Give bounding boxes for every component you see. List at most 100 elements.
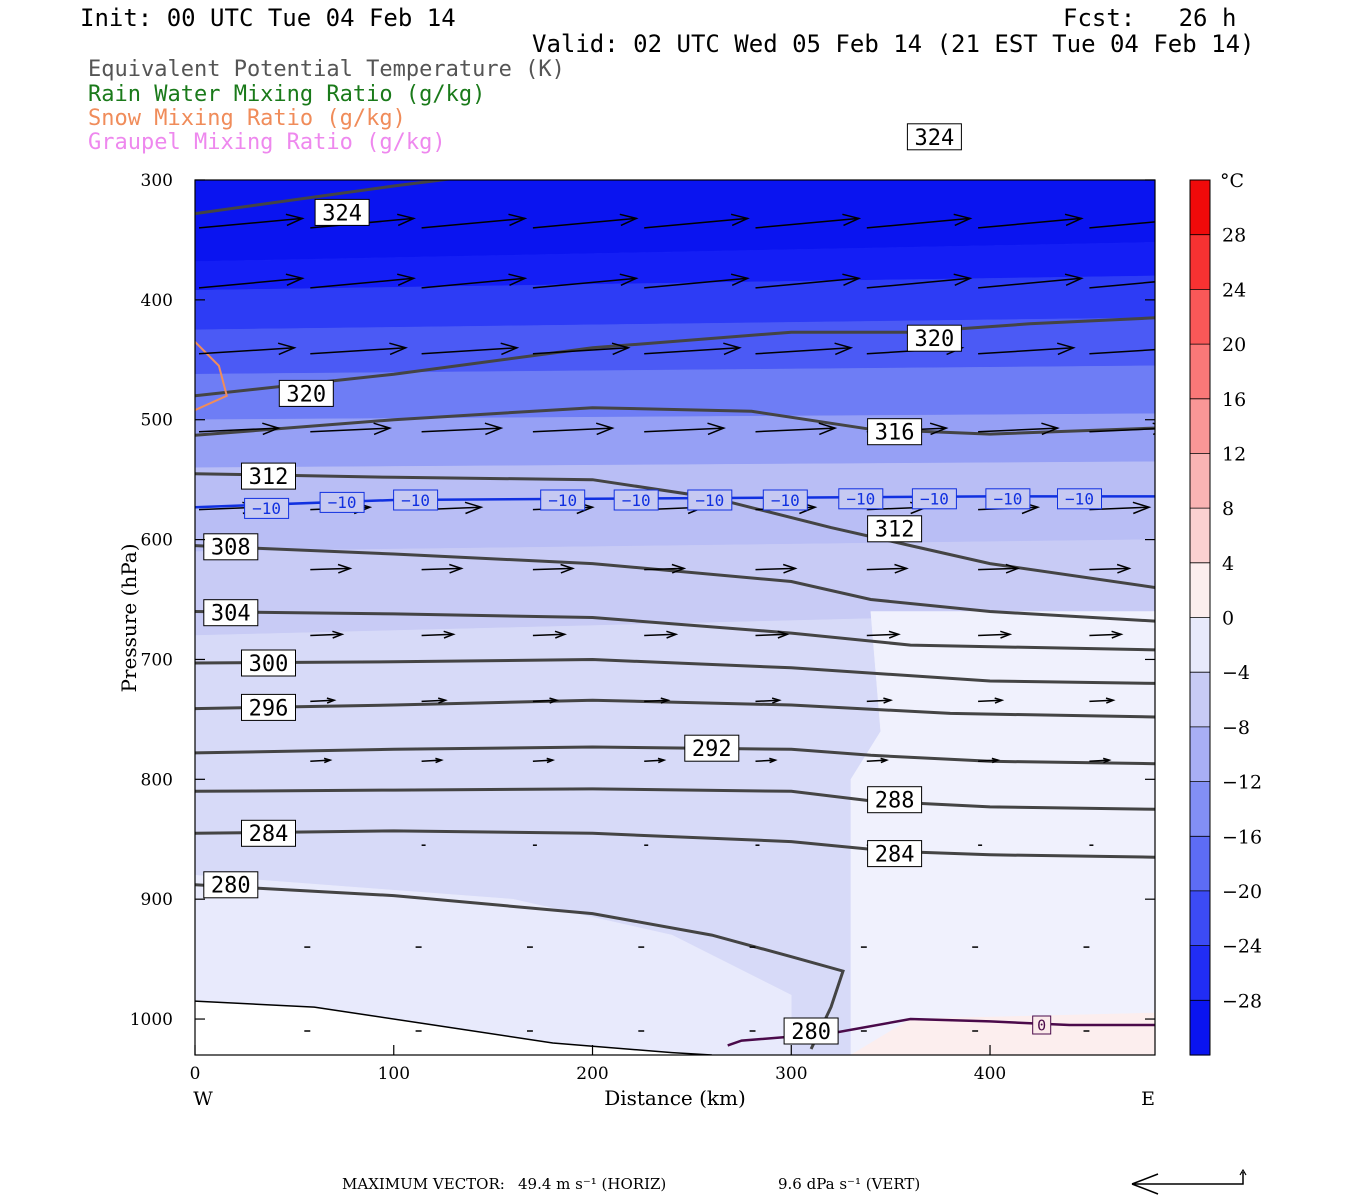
- wind-vector-shaft: [1089, 281, 1155, 289]
- wind-vector-shaft: [978, 699, 1003, 703]
- wind-vector-head: [1111, 630, 1124, 639]
- wind-vector-shaft: [978, 427, 1058, 433]
- wind-vector: [198, 422, 281, 436]
- theta-e-label-324-box: [906, 123, 962, 151]
- wind-vector: [532, 213, 639, 229]
- isotherm-minus10-label: −10: [393, 489, 439, 511]
- wind-vector-head: [723, 342, 742, 356]
- wind-vector-head: [285, 213, 305, 227]
- y-axis-title: Pressure (hPa): [117, 544, 141, 693]
- wind-vector-head: [449, 563, 464, 574]
- temperature-band-4: [195, 365, 1155, 420]
- wind-vector-shaft: [532, 759, 553, 763]
- theta-e-contour-312: [195, 472, 1155, 589]
- wind-vector: [866, 630, 901, 639]
- wind-vector-shaft: [755, 217, 859, 229]
- colorbar-swatch: [1190, 726, 1210, 783]
- theta-e-contour-280: [195, 883, 845, 1050]
- theta-e-label-320: 320: [278, 379, 334, 407]
- wind-vector-head: [595, 422, 615, 436]
- theta-e-label-280-text: 280: [211, 874, 251, 899]
- x-axis-east-label: E: [1141, 1088, 1155, 1110]
- wind-vector: [421, 563, 464, 574]
- wind-vector: [644, 757, 667, 764]
- forecast-hour: Fcst: 26 h: [1063, 4, 1237, 32]
- isotherm-0-label: 0: [1032, 1015, 1052, 1035]
- wind-vector-head: [777, 630, 790, 639]
- theta-e-label-280-box: [783, 1017, 839, 1045]
- theta-e-label-288: 288: [867, 786, 923, 814]
- wind-vector-shaft: [978, 759, 999, 763]
- valid-time: Valid: 02 UTC Wed 05 Feb 14 (21 EST Tue …: [532, 30, 1255, 58]
- theta-e-label-284-text: 284: [875, 843, 915, 868]
- wind-vector-shaft: [644, 699, 669, 703]
- theta-e-contour-296: [195, 698, 1155, 719]
- wind-vector-shaft: [421, 427, 502, 433]
- wind-vector-head: [771, 697, 782, 704]
- wind-vector: [310, 630, 345, 639]
- theta-e-label-296: 296: [241, 693, 296, 721]
- x-tick-label: 400: [974, 1064, 1006, 1084]
- x-tick-label: 100: [378, 1064, 410, 1084]
- colorbar-swatch: [1190, 508, 1210, 564]
- wind-vector: [532, 697, 560, 704]
- theta-e-label-280-text: 280: [791, 1020, 831, 1045]
- isotherm-minus10-label-box: [762, 489, 808, 511]
- y-tick-label: 400: [141, 291, 173, 311]
- wind-vector-shaft: [421, 217, 526, 229]
- wind-vector: [755, 213, 862, 229]
- wind-vector: [310, 697, 337, 704]
- wind-vector: [866, 213, 973, 229]
- wind-vector: [1089, 343, 1185, 355]
- wind-vector: [644, 563, 687, 574]
- wind-vector-head: [1105, 697, 1116, 704]
- wind-vector-shaft: [1089, 427, 1155, 433]
- wind-vector-head: [435, 757, 444, 764]
- theta-e-label-284-box: [867, 840, 923, 868]
- isotherm-minus10-label-text: −10: [622, 491, 651, 510]
- wind-vector-head: [1064, 213, 1084, 227]
- wind-vector: [310, 273, 416, 289]
- wind-vector: [978, 213, 1084, 229]
- wind-vector-head: [560, 563, 575, 574]
- colorbar-swatch: [1190, 836, 1210, 892]
- theta-e-label-304-text: 304: [211, 602, 251, 627]
- wind-vector-head: [769, 757, 778, 764]
- wind-vector: [310, 422, 393, 436]
- wind-vector-shaft: [532, 277, 637, 289]
- colorbar-tick-label: −24: [1222, 936, 1262, 958]
- colorbar-swatch: [1190, 562, 1210, 619]
- legend-graupel: Graupel Mixing Ratio (g/kg): [88, 130, 446, 155]
- temperature-band-0: [195, 180, 1155, 262]
- wind-vector-head: [337, 563, 353, 574]
- isotherm-minus10-label: −10: [911, 488, 957, 510]
- colorbar-tick-label: 24: [1222, 279, 1246, 301]
- wind-vector-head: [894, 563, 909, 574]
- wind-vector-shaft: [1089, 348, 1155, 355]
- legend-rain-water: Rain Water Mixing Ratio (g/kg): [88, 82, 486, 107]
- colorbar-swatch: [1190, 180, 1210, 236]
- wind-vector: [1089, 757, 1112, 764]
- isotherm-minus10-label-box: [1057, 488, 1102, 510]
- theta-e-contour-320: [195, 316, 1155, 398]
- isotherm-minus10-label-box: [393, 489, 439, 511]
- wind-vector-shaft: [310, 633, 343, 637]
- wind-vector-head: [1169, 343, 1185, 354]
- theta-e-contour-316: [195, 406, 1155, 437]
- theta-e-label-304: 304: [203, 599, 259, 627]
- wind-vector-head: [671, 563, 687, 574]
- wind-vector: [1089, 697, 1116, 704]
- plot-frame: [194, 179, 1156, 1056]
- y-tick-label: 1000: [130, 1010, 173, 1030]
- wind-vector-shaft: [644, 633, 677, 637]
- wind-vector-head: [782, 563, 798, 574]
- wind-vector-shaft: [866, 217, 971, 229]
- wind-vector-head: [1005, 563, 1021, 574]
- wind-vector-head: [991, 757, 1001, 764]
- max-vector-label: MAXIMUM VECTOR:: [342, 1175, 505, 1193]
- wind-vector: [644, 422, 726, 436]
- wind-vector-head: [546, 757, 556, 764]
- isotherm-minus10-label-text: −10: [548, 491, 577, 510]
- colorbar-tick-label: 28: [1222, 225, 1246, 247]
- theta-e-label-312: 312: [241, 462, 296, 490]
